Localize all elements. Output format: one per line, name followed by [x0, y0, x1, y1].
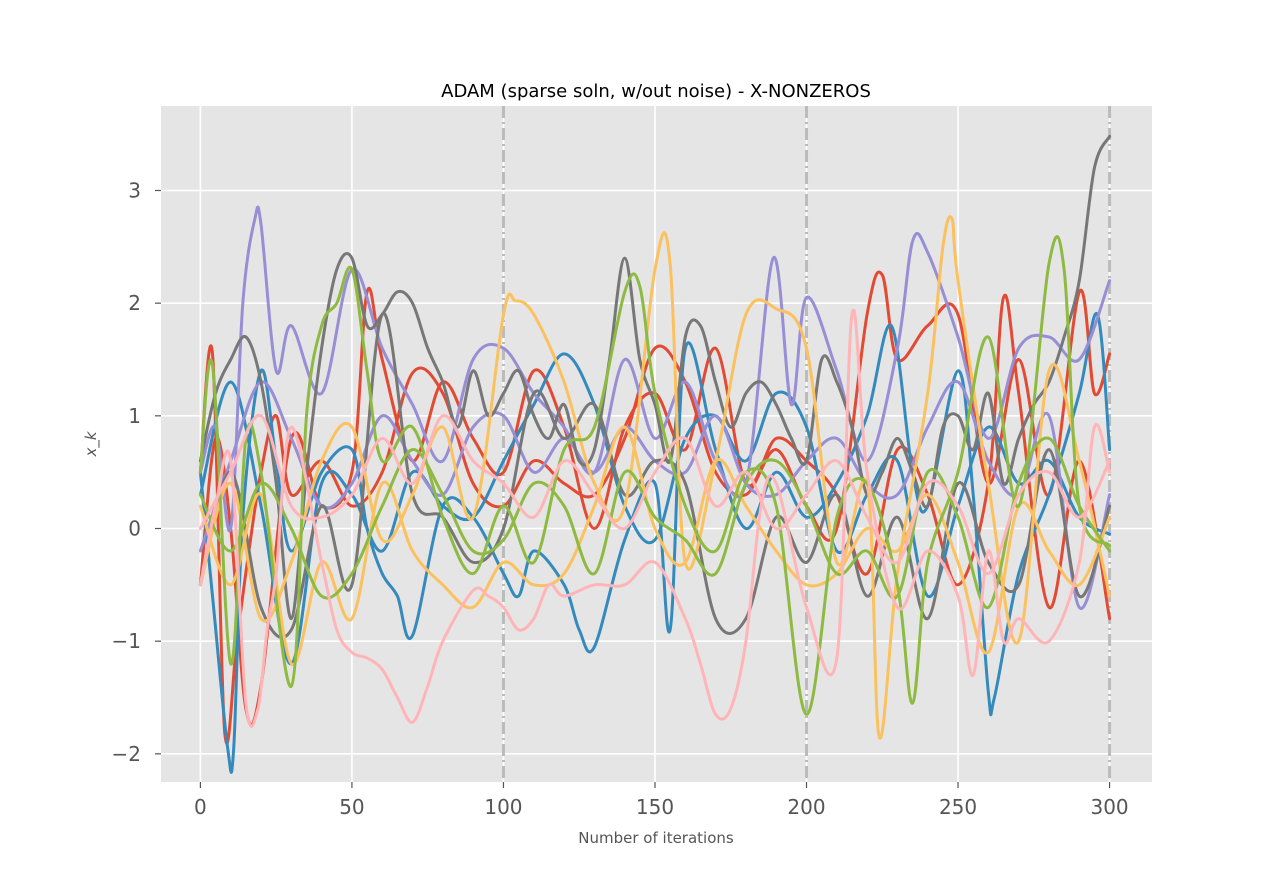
- x-tick-label-0: 0: [194, 795, 207, 819]
- x-axis-label: Number of iterations: [578, 829, 734, 847]
- y-tick-label-2: 0: [128, 517, 141, 541]
- chart-title: ADAM (sparse soln, w/out noise) - X-NONZ…: [441, 81, 871, 102]
- series-lines: [198, 134, 1112, 774]
- series-line-14: [198, 414, 1112, 576]
- y-tick-label-0: −2: [112, 742, 141, 766]
- series-line-5: [198, 205, 1112, 533]
- x-tick-label-300: 300: [1090, 795, 1128, 819]
- y-tick-label-3: 1: [128, 404, 141, 428]
- y-tick-label-1: −1: [112, 629, 141, 653]
- y-axis-ticks: −2 −1 0 1 2 3: [112, 179, 161, 766]
- series-line-4: [198, 352, 1112, 666]
- x-axis-ticks: 0 50 100 150 200 250 300: [194, 782, 1129, 819]
- y-tick-label-5: 3: [128, 179, 141, 203]
- y-tick-label-4: 2: [128, 291, 141, 315]
- y-axis-label: x_k: [82, 430, 101, 457]
- series-line-10: [198, 425, 1112, 666]
- series-line-11: [198, 235, 1112, 716]
- series-line-12: [198, 436, 1112, 609]
- series-line-7: [198, 134, 1112, 621]
- y-axis-label-text: x_k: [82, 430, 101, 457]
- x-tick-label-250: 250: [939, 795, 977, 819]
- x-tick-label-50: 50: [339, 795, 364, 819]
- series-line-13: [198, 308, 1112, 728]
- x-tick-label-200: 200: [787, 795, 825, 819]
- x-tick-label-150: 150: [636, 795, 674, 819]
- x-tick-label-100: 100: [484, 795, 522, 819]
